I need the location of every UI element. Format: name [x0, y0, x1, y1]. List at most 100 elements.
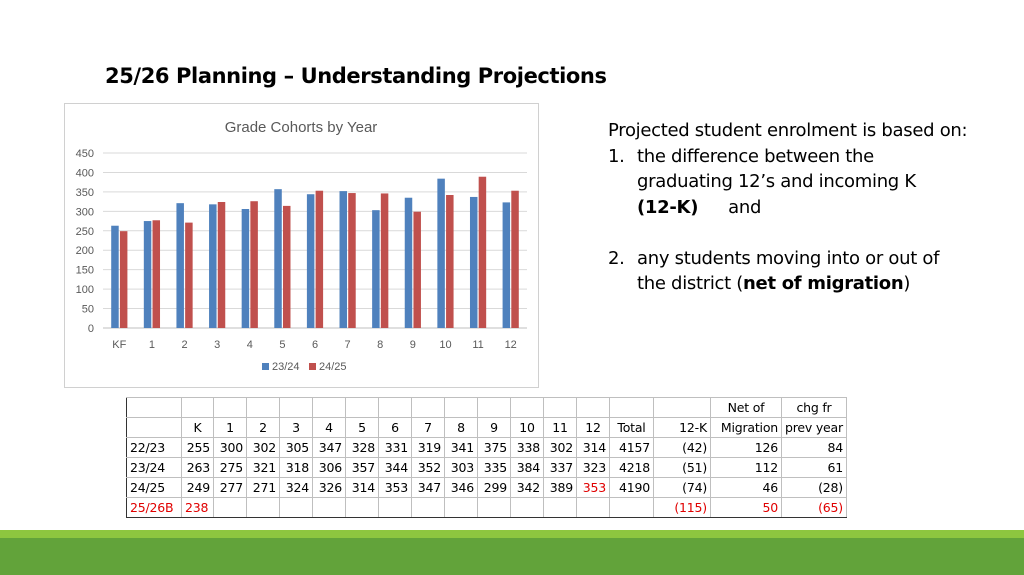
cell-grade	[378, 497, 412, 518]
header-cell-blank	[246, 397, 280, 418]
header-k: K	[181, 417, 214, 438]
cell-change: (65)	[781, 497, 847, 518]
cell-grade: 335	[477, 457, 511, 478]
table-row: 23/24 263 275 321 318 306 357 344 352 303 335 384 33…	[126, 457, 847, 478]
y-tick-label: 150	[76, 265, 94, 277]
header-grade: 11	[543, 417, 577, 438]
row-label: 24/25	[126, 477, 182, 498]
cell-grade: 326	[312, 477, 346, 498]
bar-24-25-7	[348, 193, 356, 328]
cell-12-k: (74)	[653, 477, 711, 498]
header-grade: 2	[246, 417, 280, 438]
item-number: 1.	[608, 145, 625, 167]
header-grade: 4	[312, 417, 346, 438]
cell-grade: 347	[411, 477, 445, 498]
slide-title: 25/26 Planning – Understanding Projectio…	[105, 64, 607, 88]
header-12-k: 12-K	[653, 417, 711, 438]
cell-change: 61	[781, 457, 847, 478]
table-header-row-top: Net of chg fr	[126, 397, 847, 418]
bar-23-24-3	[209, 204, 217, 328]
header-cell-blank	[576, 397, 610, 418]
header-cell-blank	[477, 397, 511, 418]
item-and: and	[728, 196, 762, 218]
cell-12-k: (42)	[653, 437, 711, 458]
footer-band-light	[0, 530, 1024, 538]
cell-grade: 323	[576, 457, 610, 478]
y-tick-label: 0	[88, 323, 94, 335]
cell-net-migration: 46	[710, 477, 782, 498]
cell-12-k: (115)	[653, 497, 711, 518]
item-bold: net of migration	[743, 273, 904, 294]
x-tick-label: 7	[345, 339, 351, 351]
x-tick-label: 8	[377, 339, 383, 351]
cell-grade: 347	[312, 437, 346, 458]
y-tick-label: 50	[82, 304, 94, 316]
header-net-of: Net of	[710, 397, 782, 418]
cell-total: 4157	[609, 437, 654, 458]
bar-24-25-1	[152, 220, 161, 328]
item-text: the difference between the graduating 12…	[637, 145, 916, 193]
y-tick-label: 350	[76, 187, 94, 199]
description-item-1: 1. the difference between the graduating…	[608, 144, 968, 221]
bar-23-24-4	[241, 209, 250, 328]
bar-23-24-1	[143, 221, 152, 328]
header-cell-blank	[378, 397, 412, 418]
cell-grade: 300	[213, 437, 247, 458]
cell-total	[609, 497, 654, 518]
cell-grade: 314	[345, 477, 379, 498]
bar-24-25-9	[413, 211, 421, 328]
bar-23-24-6	[306, 194, 315, 328]
x-tick-label: 10	[439, 339, 451, 351]
cell-grade: 331	[378, 437, 412, 458]
header-total: Total	[609, 417, 654, 438]
y-tick-label: 200	[76, 245, 94, 257]
cell-k: 238	[181, 497, 214, 518]
header-grade: 1	[213, 417, 247, 438]
header-chg-fr: chg fr	[781, 397, 847, 418]
cell-grade: 357	[345, 457, 379, 478]
header-cell-blank	[444, 397, 478, 418]
cell-grade	[510, 497, 544, 518]
cell-grade	[576, 497, 610, 518]
cell-grade: 328	[345, 437, 379, 458]
cell-net-migration: 112	[710, 457, 782, 478]
header-grade: 7	[411, 417, 445, 438]
cell-k: 255	[181, 437, 214, 458]
header-cell-blank	[510, 397, 544, 418]
header-grade: 12	[576, 417, 610, 438]
bar-24-25-11	[478, 176, 487, 328]
cell-grade	[444, 497, 478, 518]
legend-label: 24/25	[319, 361, 347, 373]
cell-grade	[312, 497, 346, 518]
row-label: 22/23	[126, 437, 182, 458]
cell-change: (28)	[781, 477, 847, 498]
cell-grade: 337	[543, 457, 577, 478]
cell-grade: 353	[576, 477, 610, 498]
cell-net-migration: 126	[710, 437, 782, 458]
y-tick-label: 300	[76, 206, 94, 218]
x-tick-label: KF	[112, 339, 126, 351]
chart-svg: Grade Cohorts by Year 0 50 100 150 200 250 300 3…	[76, 119, 527, 373]
header-cell-blank	[312, 397, 346, 418]
bar-24-25-8	[380, 193, 389, 328]
cell-grade: 302	[246, 437, 280, 458]
x-tick-label: 5	[279, 339, 285, 351]
x-tick-label: 4	[247, 339, 253, 351]
bar-24-25-5	[282, 205, 291, 328]
description: Projected student enrolment is based on:…	[608, 118, 968, 297]
cell-grade: 352	[411, 457, 445, 478]
header-cell-blank	[411, 397, 445, 418]
header-cell-blank	[279, 397, 313, 418]
legend-label: 23/24	[272, 361, 300, 373]
bar-chart: Grade Cohorts by Year 0 50 100 150 200 250 300 3…	[64, 103, 539, 388]
y-tick-label: 250	[76, 226, 94, 238]
cell-grade: 277	[213, 477, 247, 498]
cell-grade: 341	[444, 437, 478, 458]
bar-23-24-12	[502, 202, 511, 328]
bar-24-25-2	[185, 222, 193, 328]
item-bold: (12-K)	[637, 196, 699, 218]
enrolment-table: Net of chg fr K 1 2 3 4 5 6 7 8 9 10 11 12 Total 12-K Mig…	[126, 397, 847, 518]
cell-k: 249	[181, 477, 214, 498]
bar-24-25-12	[511, 190, 519, 328]
cell-grade	[246, 497, 280, 518]
